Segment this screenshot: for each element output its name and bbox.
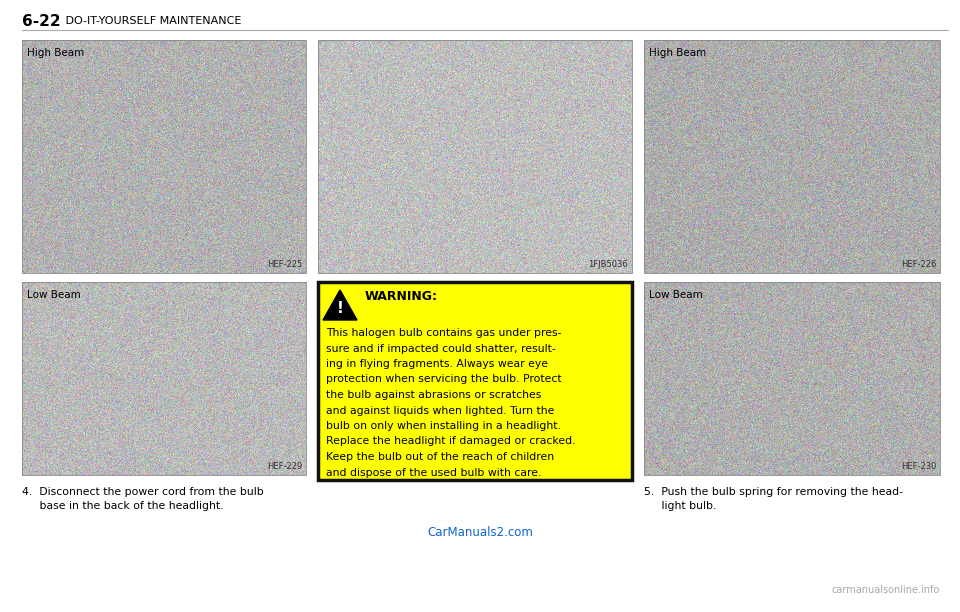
Text: ing in flying fragments. Always wear eye: ing in flying fragments. Always wear eye <box>326 359 548 369</box>
Bar <box>644 282 940 475</box>
Text: HEF-230: HEF-230 <box>900 462 936 471</box>
Text: base in the back of the headlight.: base in the back of the headlight. <box>22 501 224 511</box>
Text: CarManuals2.com: CarManuals2.com <box>427 526 533 539</box>
Text: sure and if impacted could shatter, result-: sure and if impacted could shatter, resu… <box>326 343 556 354</box>
Text: !: ! <box>337 301 344 316</box>
Text: HEF-229: HEF-229 <box>267 462 302 471</box>
Bar <box>22 40 306 273</box>
Text: This halogen bulb contains gas under pres-: This halogen bulb contains gas under pre… <box>326 328 562 338</box>
Text: the bulb against abrasions or scratches: the bulb against abrasions or scratches <box>326 390 541 400</box>
Bar <box>318 40 632 273</box>
Bar <box>644 40 940 273</box>
Text: 6-22: 6-22 <box>22 13 60 29</box>
Text: light bulb.: light bulb. <box>644 501 716 511</box>
Text: DO-IT-YOURSELF MAINTENANCE: DO-IT-YOURSELF MAINTENANCE <box>62 16 241 26</box>
Text: High Beam: High Beam <box>649 48 707 58</box>
Text: HEF-226: HEF-226 <box>900 260 936 269</box>
Bar <box>22 282 306 475</box>
Text: and dispose of the used bulb with care.: and dispose of the used bulb with care. <box>326 468 541 477</box>
Text: WARNING:: WARNING: <box>365 289 438 302</box>
Text: carmanualsonline.info: carmanualsonline.info <box>831 585 940 595</box>
Text: bulb on only when installing in a headlight.: bulb on only when installing in a headli… <box>326 421 561 431</box>
Text: Low Beam: Low Beam <box>27 290 81 300</box>
Bar <box>318 282 632 480</box>
Polygon shape <box>323 290 357 320</box>
Text: Keep the bulb out of the reach of children: Keep the bulb out of the reach of childr… <box>326 452 554 462</box>
Text: 1FJB5036: 1FJB5036 <box>588 260 628 269</box>
Text: HEF-225: HEF-225 <box>267 260 302 269</box>
Text: Low Beam: Low Beam <box>649 290 703 300</box>
Text: Replace the headlight if damaged or cracked.: Replace the headlight if damaged or crac… <box>326 436 575 447</box>
Text: High Beam: High Beam <box>27 48 84 58</box>
Text: 4.  Disconnect the power cord from the bulb: 4. Disconnect the power cord from the bu… <box>22 487 264 497</box>
Text: 5.  Push the bulb spring for removing the head-: 5. Push the bulb spring for removing the… <box>644 487 903 497</box>
Text: protection when servicing the bulb. Protect: protection when servicing the bulb. Prot… <box>326 375 562 384</box>
Text: and against liquids when lighted. Turn the: and against liquids when lighted. Turn t… <box>326 406 554 416</box>
